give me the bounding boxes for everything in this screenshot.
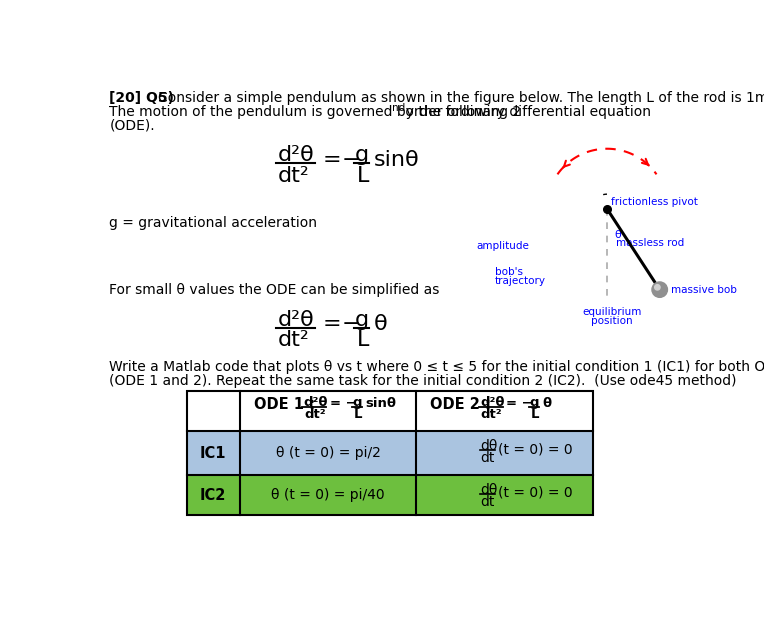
Text: −: − [342,149,360,170]
Text: L: L [357,166,369,186]
Text: g: g [355,310,369,329]
Text: dt: dt [481,495,495,509]
Text: −: − [342,314,360,334]
Text: nd: nd [393,102,406,112]
Text: IC1: IC1 [200,445,227,461]
Text: Write a Matlab code that plots θ vs t where 0 ≤ t ≤ 5 for the initial condition : Write a Matlab code that plots θ vs t wh… [109,360,764,375]
Text: d²θ: d²θ [303,396,328,409]
Text: L: L [357,331,369,350]
Text: g: g [355,145,369,165]
Text: massive bob: massive bob [671,285,736,295]
Text: Consider a simple pendulum as shown in the figure below. The length L of the rod: Consider a simple pendulum as shown in t… [157,91,764,105]
Text: order ordinary differential equation: order ordinary differential equation [401,105,651,119]
Text: = −: = − [507,397,533,410]
Text: equilibrium: equilibrium [582,307,642,317]
Text: dt²: dt² [481,408,502,421]
Text: dt²: dt² [304,408,325,421]
Text: g: g [529,396,539,409]
Text: trajectory: trajectory [494,276,545,286]
Text: position: position [591,316,633,326]
Text: For small θ values the ODE can be simplified as: For small θ values the ODE can be simpli… [109,283,440,297]
Text: frictionless pivot: frictionless pivot [611,197,698,207]
Text: d²θ: d²θ [480,396,504,409]
Text: dt: dt [481,452,495,465]
Text: bob's: bob's [494,267,523,276]
Text: L: L [530,408,539,421]
Bar [187,431,593,475]
Bar [187,475,593,515]
Circle shape [655,284,660,290]
Text: (ODE).: (ODE). [109,118,155,133]
Circle shape [652,282,668,297]
Text: sinθ: sinθ [365,397,397,410]
Text: θ: θ [374,314,387,334]
Text: =: = [322,149,342,170]
Text: dθ: dθ [480,483,497,497]
Text: ODE 1 :: ODE 1 : [254,397,315,412]
Text: = −: = − [329,397,356,410]
Text: dθ: dθ [480,439,497,453]
Text: =: = [322,314,342,334]
Text: θ: θ [542,397,551,410]
Text: massless rod: massless rod [617,238,685,248]
Text: [20] Q5): [20] Q5) [109,91,174,105]
Bar [187,391,593,431]
Text: θ (t = 0) = pi/2: θ (t = 0) = pi/2 [276,446,380,460]
Text: IC2: IC2 [200,487,226,503]
Text: (t = 0) = 0: (t = 0) = 0 [498,486,573,500]
Text: θ: θ [615,230,621,241]
Text: The motion of the pendulum is governed by the following 2: The motion of the pendulum is governed b… [109,105,522,119]
Text: d²θ: d²θ [277,310,314,329]
Text: g = gravitational acceleration: g = gravitational acceleration [109,217,318,231]
Text: dt²: dt² [277,331,309,350]
Bar [187,391,593,515]
Text: d²θ: d²θ [277,145,314,165]
Text: dt²: dt² [277,166,309,186]
Text: θ (t = 0) = pi/40: θ (t = 0) = pi/40 [271,488,385,502]
Text: (ODE 1 and 2). Repeat the same task for the initial condition 2 (IC2).  (Use ode: (ODE 1 and 2). Repeat the same task for … [109,375,737,388]
Text: L: L [354,408,362,421]
Text: amplitude: amplitude [477,241,529,251]
Text: g: g [353,396,362,409]
Text: ODE 2 :: ODE 2 : [430,397,491,412]
Text: sinθ: sinθ [374,149,419,170]
Text: (t = 0) = 0: (t = 0) = 0 [498,442,573,456]
